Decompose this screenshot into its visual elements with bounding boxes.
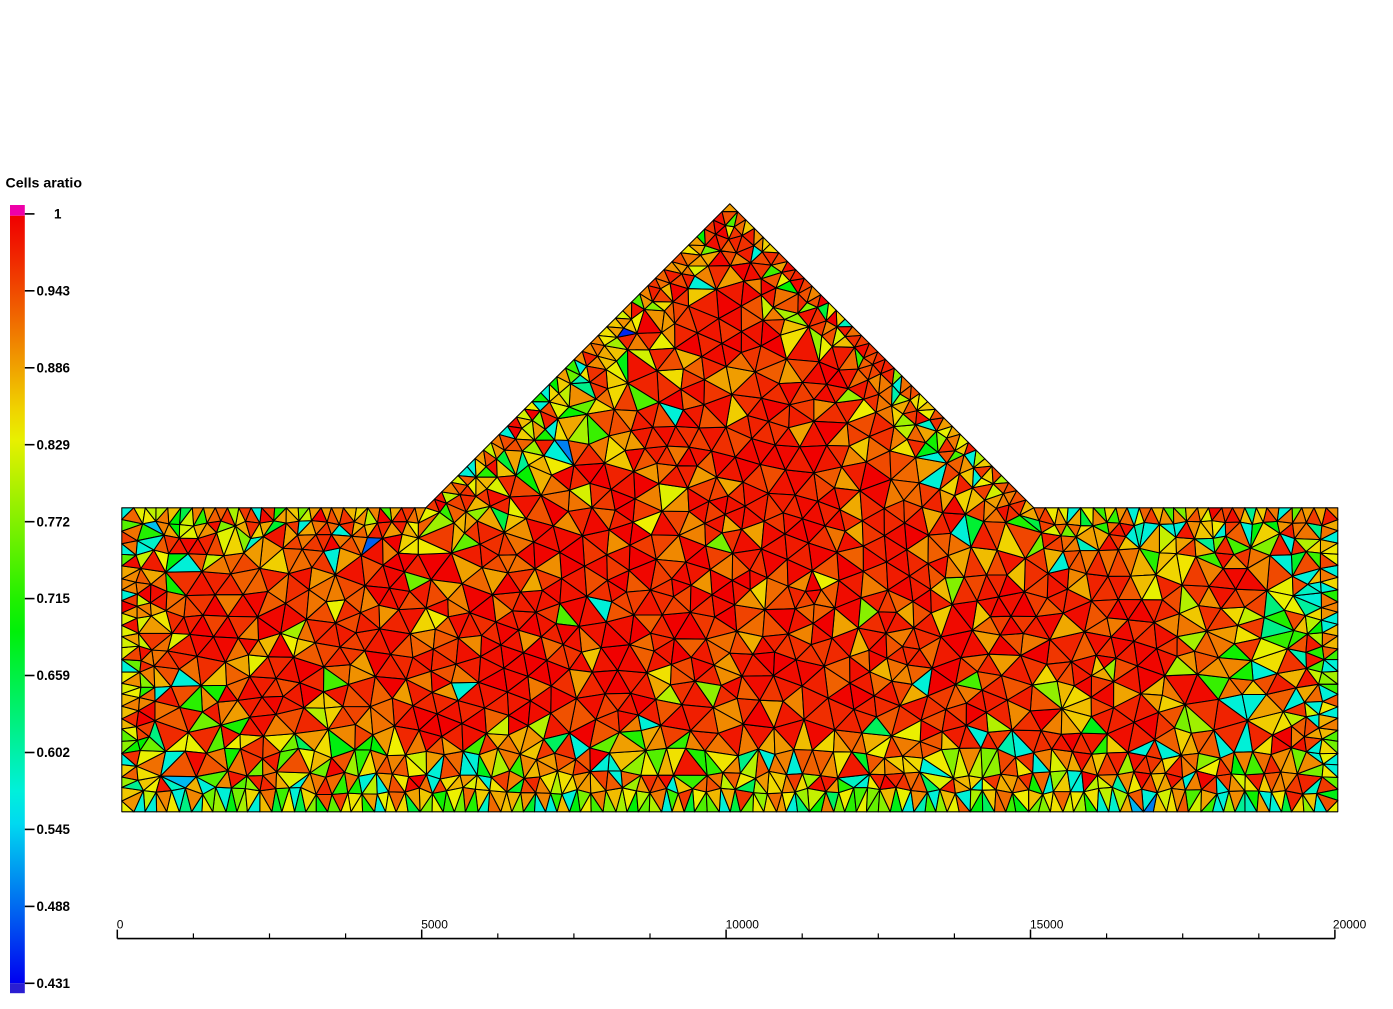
svg-text:0.431: 0.431 [37,976,71,991]
svg-text:20000: 20000 [1333,918,1367,932]
svg-text:0.829: 0.829 [37,437,71,452]
svg-text:Cells aratio: Cells aratio [6,176,83,192]
svg-text:5000: 5000 [421,918,448,932]
svg-text:0: 0 [117,918,124,932]
svg-text:0.545: 0.545 [37,822,71,837]
svg-text:0.602: 0.602 [37,745,71,760]
svg-text:10000: 10000 [726,918,760,932]
svg-text:0.488: 0.488 [37,899,71,914]
svg-text:0.772: 0.772 [37,514,71,529]
svg-text:0.886: 0.886 [37,360,71,375]
svg-text:0.659: 0.659 [37,668,71,683]
svg-text:0.943: 0.943 [37,283,71,298]
svg-text:15000: 15000 [1030,918,1064,932]
svg-text:0.715: 0.715 [37,591,71,606]
svg-text:1: 1 [54,207,62,222]
